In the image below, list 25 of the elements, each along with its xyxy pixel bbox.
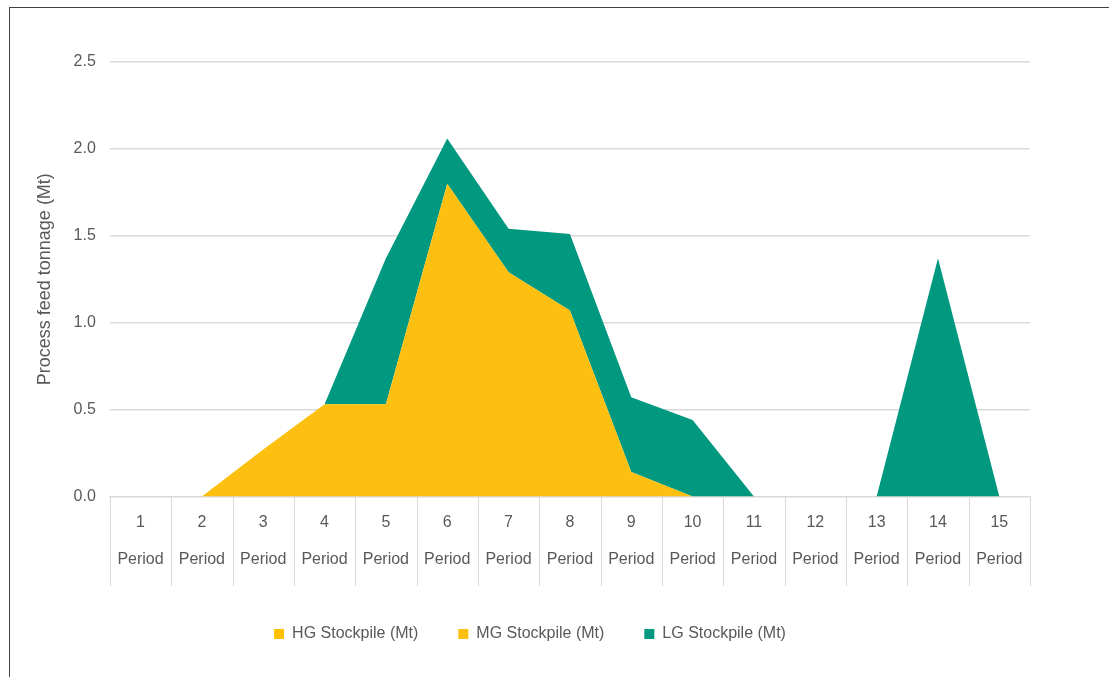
category-label: 2 Period [178, 513, 225, 568]
category-label: 4 Period [301, 513, 348, 568]
category-label: 10 Period [669, 513, 716, 568]
category-label: 3 Period [240, 513, 287, 568]
category-label: 7 Period [485, 513, 532, 568]
y-axis-title: Process feed tonnage (Mt) [33, 173, 54, 386]
legend-label: MG Stockpile (Mt) [476, 624, 605, 642]
category-label: 13 Period [853, 513, 900, 568]
category-label: 11 Period [730, 513, 778, 568]
legend-label: LG Stockpile (Mt) [662, 624, 786, 642]
category-label: 6 Period [424, 513, 471, 568]
category-label: 8 Period [546, 513, 594, 568]
category-label: 12 Period [792, 513, 839, 568]
category-label: 1 Period [117, 513, 164, 568]
legend-label: HG Stockpile (Mt) [292, 624, 419, 642]
y-tick-label: 1.5 [73, 226, 96, 244]
category-label: 15 Period [976, 513, 1023, 568]
y-tick-label: 2.0 [73, 139, 96, 157]
y-tick-label: 0.0 [73, 486, 96, 504]
category-label: 5 Period [362, 513, 410, 568]
y-tick-label: 1.0 [73, 313, 96, 331]
y-tick-label: 0.5 [73, 399, 96, 417]
category-label: 9 Period [608, 513, 655, 568]
category-label: 14 Period [914, 513, 962, 568]
y-tick-label: 2.5 [73, 52, 96, 70]
